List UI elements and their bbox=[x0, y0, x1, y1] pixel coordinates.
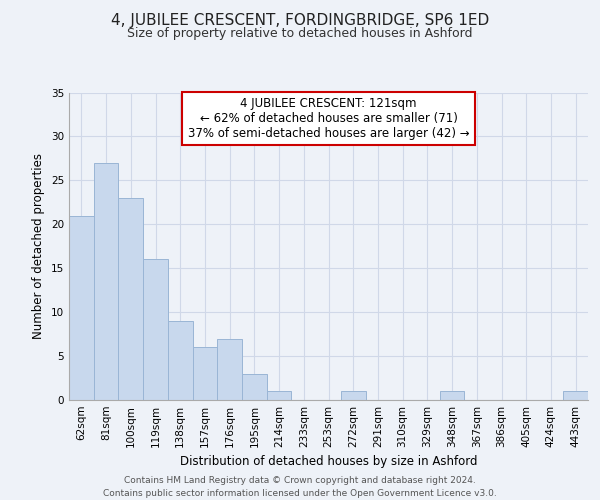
Text: Contains HM Land Registry data © Crown copyright and database right 2024.
Contai: Contains HM Land Registry data © Crown c… bbox=[103, 476, 497, 498]
Bar bbox=[69, 216, 94, 400]
Text: 4, JUBILEE CRESCENT, FORDINGBRIDGE, SP6 1ED: 4, JUBILEE CRESCENT, FORDINGBRIDGE, SP6 … bbox=[111, 12, 489, 28]
Bar bbox=[217, 338, 242, 400]
Bar bbox=[242, 374, 267, 400]
Bar bbox=[168, 321, 193, 400]
X-axis label: Distribution of detached houses by size in Ashford: Distribution of detached houses by size … bbox=[180, 456, 477, 468]
Y-axis label: Number of detached properties: Number of detached properties bbox=[32, 153, 46, 339]
Text: 4 JUBILEE CRESCENT: 121sqm
← 62% of detached houses are smaller (71)
37% of semi: 4 JUBILEE CRESCENT: 121sqm ← 62% of deta… bbox=[188, 97, 469, 140]
Bar bbox=[341, 391, 365, 400]
Bar bbox=[563, 391, 588, 400]
Bar bbox=[118, 198, 143, 400]
Bar bbox=[440, 391, 464, 400]
Bar bbox=[143, 260, 168, 400]
Bar bbox=[94, 163, 118, 400]
Text: Size of property relative to detached houses in Ashford: Size of property relative to detached ho… bbox=[127, 28, 473, 40]
Bar bbox=[193, 348, 217, 400]
Bar bbox=[267, 391, 292, 400]
